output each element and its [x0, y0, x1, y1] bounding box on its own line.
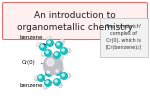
Circle shape [45, 68, 46, 70]
Circle shape [41, 45, 43, 47]
Circle shape [61, 40, 62, 42]
Circle shape [47, 59, 54, 66]
FancyBboxPatch shape [99, 17, 147, 56]
Circle shape [54, 52, 60, 58]
Circle shape [66, 73, 71, 78]
Circle shape [66, 48, 71, 53]
FancyBboxPatch shape [3, 3, 147, 40]
Circle shape [38, 75, 44, 81]
Circle shape [45, 80, 51, 86]
Circle shape [60, 68, 62, 69]
Circle shape [61, 48, 67, 54]
Circle shape [45, 50, 51, 56]
Circle shape [67, 49, 69, 51]
Circle shape [59, 67, 64, 71]
Text: An introduction to: An introduction to [34, 11, 116, 20]
Text: Cr(0): Cr(0) [22, 60, 42, 65]
Circle shape [58, 83, 62, 87]
Circle shape [34, 76, 39, 81]
Circle shape [47, 36, 51, 41]
Circle shape [44, 67, 48, 72]
Circle shape [60, 40, 64, 44]
Circle shape [54, 79, 60, 85]
Circle shape [37, 43, 41, 47]
Circle shape [56, 70, 58, 72]
Circle shape [57, 43, 59, 45]
Circle shape [39, 76, 41, 78]
Circle shape [46, 81, 48, 83]
Text: benzene: benzene [19, 35, 46, 45]
Text: organometallic chemistry: organometallic chemistry [17, 24, 133, 33]
Circle shape [48, 41, 50, 43]
Circle shape [47, 71, 49, 73]
Circle shape [62, 49, 64, 51]
Circle shape [59, 84, 60, 85]
Circle shape [48, 37, 49, 39]
Circle shape [67, 74, 69, 76]
Circle shape [55, 69, 61, 75]
Circle shape [38, 43, 39, 45]
Circle shape [35, 77, 37, 79]
Circle shape [40, 44, 46, 50]
Circle shape [44, 56, 63, 75]
Text: The 'sandwich'
complex of
Cr(0), which is
[Cr(benzene)₂]: The 'sandwich' complex of Cr(0), which i… [105, 24, 142, 50]
Circle shape [47, 40, 53, 46]
Text: benzene: benzene [19, 79, 44, 88]
Circle shape [59, 56, 61, 58]
Circle shape [59, 55, 63, 59]
Circle shape [42, 53, 44, 54]
Circle shape [46, 70, 52, 76]
Circle shape [41, 52, 46, 56]
Circle shape [61, 73, 67, 79]
Circle shape [62, 74, 64, 76]
Circle shape [46, 51, 48, 53]
Circle shape [56, 42, 62, 48]
Circle shape [43, 85, 48, 89]
Circle shape [55, 80, 57, 82]
Circle shape [55, 53, 57, 55]
Circle shape [44, 85, 46, 87]
